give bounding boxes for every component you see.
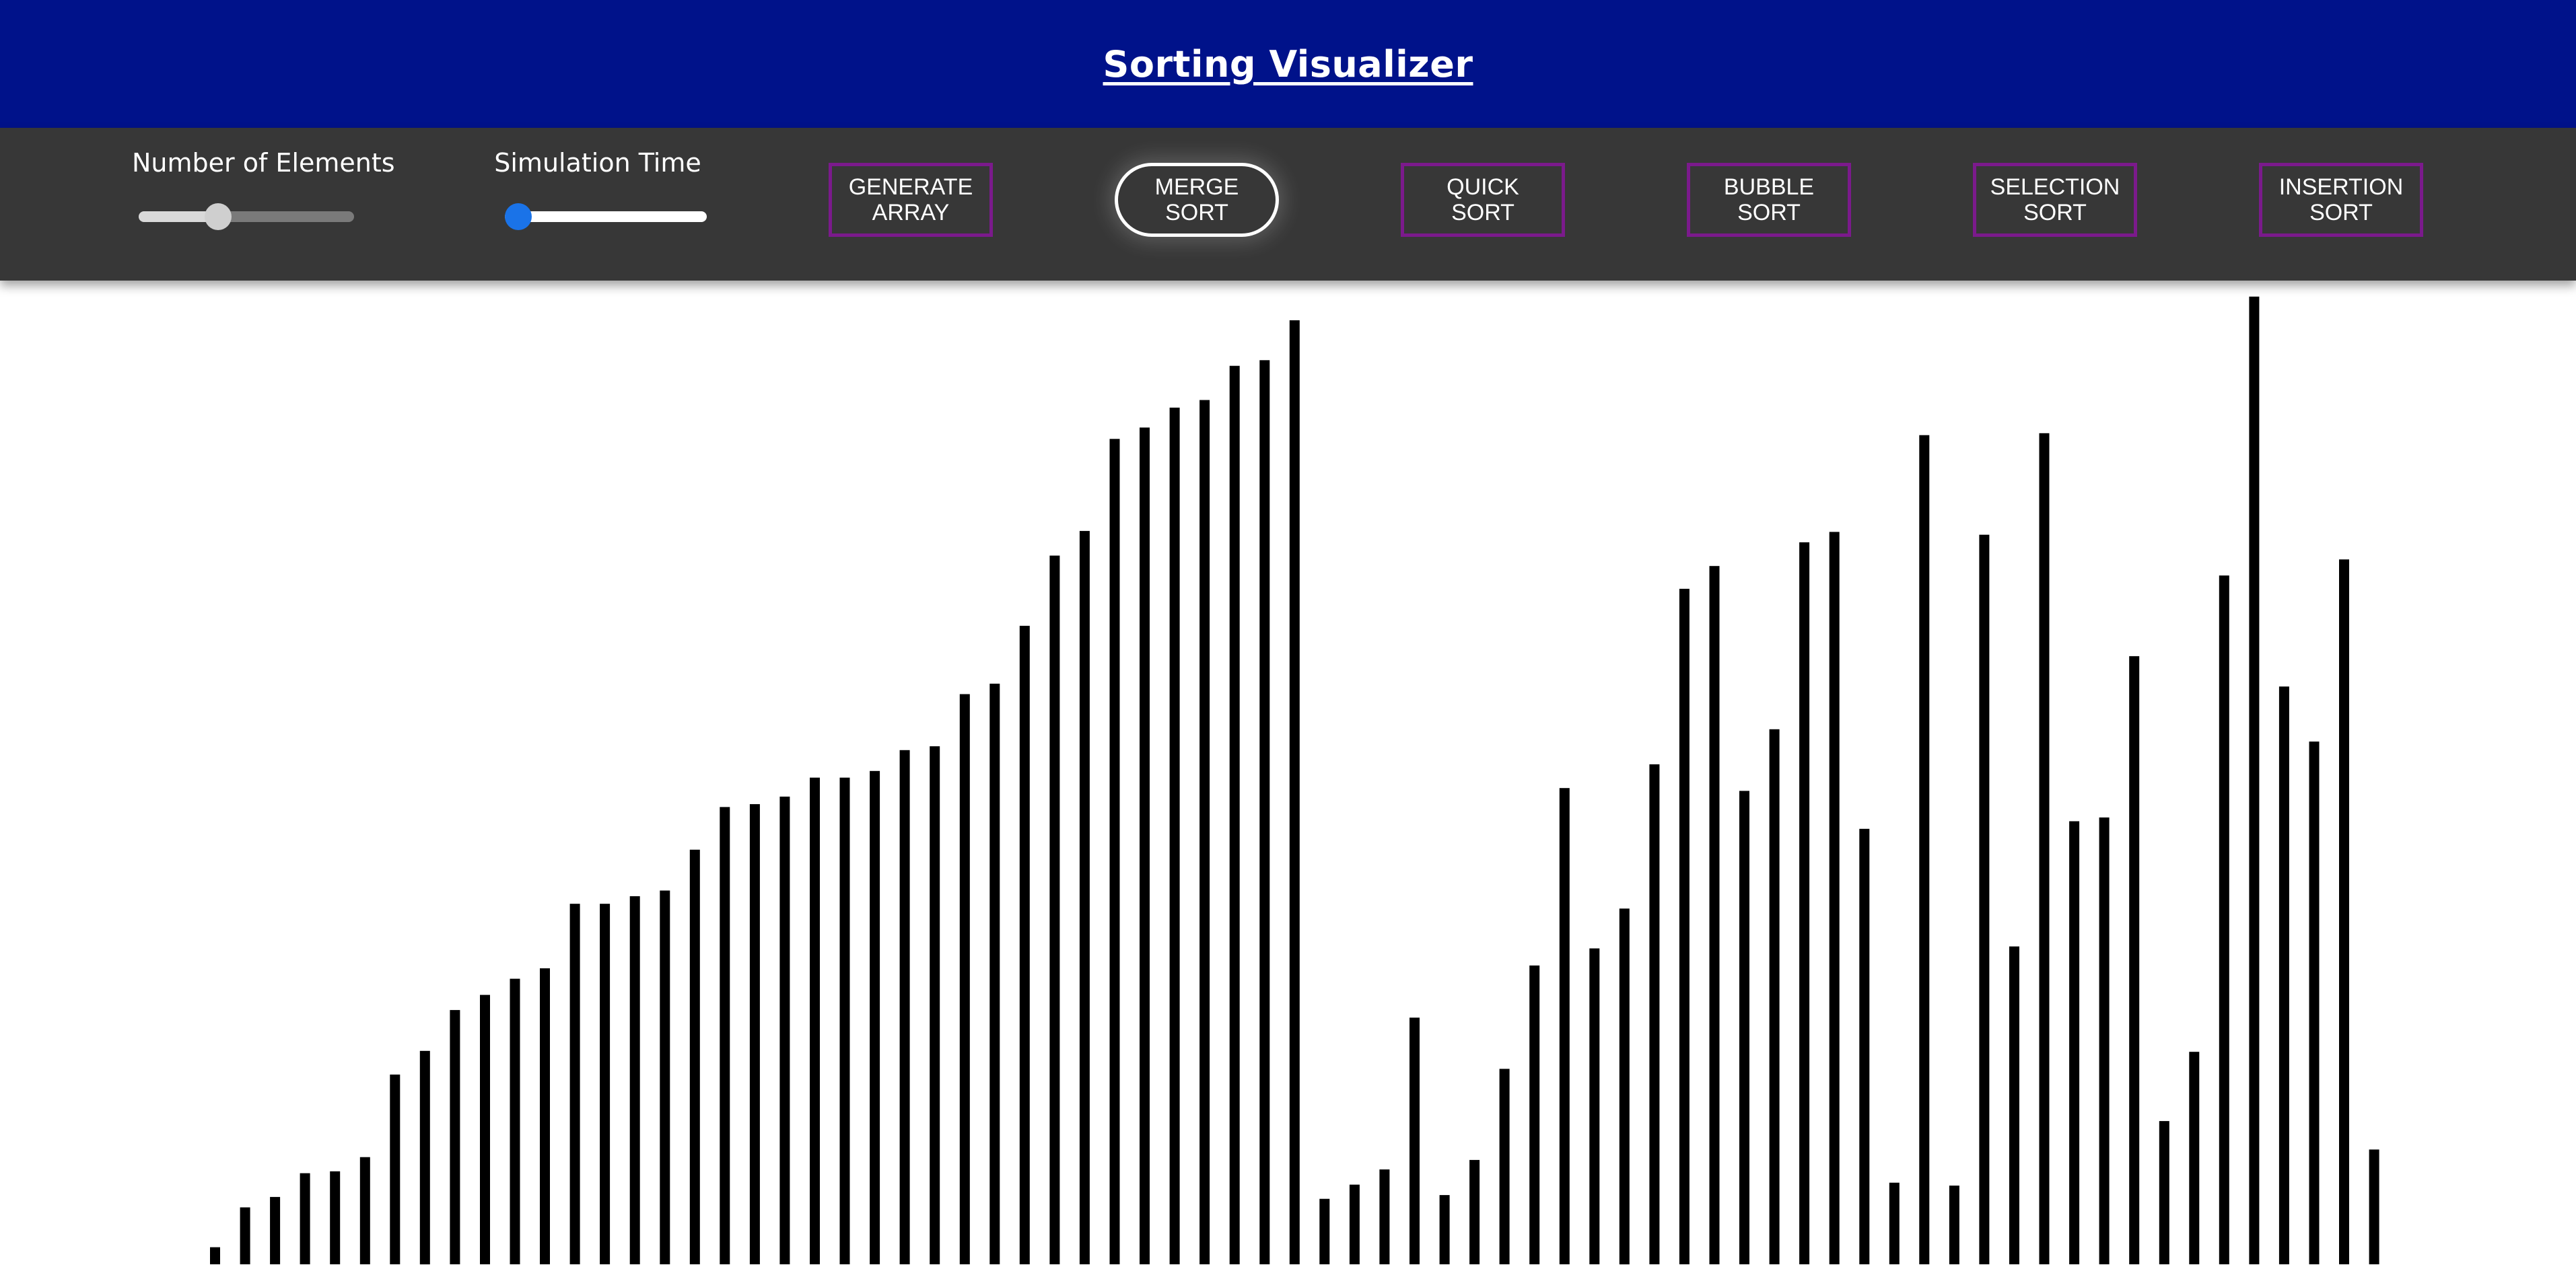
page-title: Sorting Visualizer [1103, 42, 1473, 85]
header-bar: Sorting Visualizer [0, 0, 2576, 128]
array-bar [2189, 1052, 2200, 1264]
array-bar [989, 684, 1000, 1264]
toolbar: Number of Elements Simulation Time GENER… [0, 128, 2576, 281]
array-bar [779, 796, 790, 1264]
array-bar [959, 694, 970, 1264]
array-bar [1529, 965, 1540, 1264]
array-bar [1919, 435, 1930, 1265]
array-bar [1140, 427, 1150, 1264]
array-bar [2039, 433, 2050, 1264]
simulation-time-slider[interactable] [505, 203, 707, 230]
generate-array-button[interactable]: GENERATE ARRAY [829, 163, 993, 237]
array-bar [1679, 589, 1690, 1264]
array-bar [1019, 626, 1030, 1264]
selection-sort-button[interactable]: SELECTION SORT [1973, 163, 2137, 237]
array-bar [660, 890, 670, 1264]
array-bar [1439, 1195, 1450, 1264]
number-of-elements-slider-fill [139, 211, 219, 222]
array-bar [1079, 531, 1090, 1264]
number-of-elements-label: Number of Elements [132, 148, 395, 178]
array-bar [1949, 1186, 1959, 1264]
array-bar [419, 1050, 430, 1265]
quick-sort-button[interactable]: QUICK SORT [1401, 163, 1565, 237]
array-bar [1829, 532, 1840, 1264]
array-bar [1409, 1017, 1420, 1264]
array-bar [2159, 1121, 2169, 1264]
array-bar [1289, 320, 1300, 1264]
array-bar [1199, 400, 1210, 1264]
array-bar [2069, 821, 2080, 1264]
array-bar [1169, 407, 1180, 1264]
array-bar [1469, 1159, 1480, 1264]
array-bar [540, 968, 550, 1264]
array-bar [450, 1010, 460, 1264]
simulation-time-slider-thumb[interactable] [505, 203, 532, 230]
array-bar [569, 904, 580, 1264]
array-bar [2219, 575, 2229, 1264]
array-bar [930, 746, 940, 1264]
array-bar [1559, 788, 1570, 1264]
array-bar [810, 777, 820, 1264]
array-bar [2309, 741, 2320, 1264]
array-bar [870, 770, 880, 1264]
array-bar [839, 777, 850, 1264]
array-bar [689, 849, 700, 1264]
array-bar [2249, 296, 2260, 1264]
array-bar [359, 1157, 370, 1264]
array-bar [1889, 1182, 1900, 1264]
array-bar [1739, 791, 1749, 1264]
number-of-elements-slider[interactable] [139, 203, 354, 230]
array-bar [210, 1247, 220, 1264]
array-bars-svg [210, 296, 2379, 1265]
array-bar [2129, 656, 2140, 1264]
simulation-time-label: Simulation Time [494, 148, 701, 178]
array-bar [480, 994, 490, 1264]
array-bar [600, 904, 611, 1264]
array-bar [2278, 686, 2289, 1264]
array-bar [2009, 946, 2019, 1264]
array-bar [1109, 439, 1120, 1264]
insertion-sort-button[interactable]: INSERTION SORT [2259, 163, 2423, 237]
array-bar [1259, 360, 1270, 1264]
array-bar [1379, 1169, 1390, 1264]
array-bar [1499, 1069, 1510, 1264]
array-bar [390, 1075, 401, 1264]
array-bar [1229, 365, 1240, 1265]
array-bar [1769, 729, 1780, 1264]
bubble-sort-button[interactable]: BUBBLE SORT [1687, 163, 1851, 237]
array-bar [899, 750, 910, 1264]
array-bar [510, 978, 520, 1264]
array-bars-chart [0, 281, 2576, 1267]
array-bar [1979, 534, 1990, 1265]
array-bar [1349, 1184, 1360, 1264]
number-of-elements-control: Number of Elements [132, 148, 395, 230]
array-bar [300, 1173, 310, 1264]
array-bar [240, 1207, 250, 1264]
array-bar [330, 1171, 341, 1264]
array-bar [1619, 908, 1630, 1265]
array-bar [270, 1196, 281, 1264]
array-bar [749, 804, 760, 1264]
array-bar [2369, 1149, 2379, 1264]
array-bar [1049, 555, 1060, 1265]
array-bar [2339, 559, 2349, 1264]
array-bar [720, 807, 730, 1264]
array-bar [1709, 566, 1720, 1265]
array-bar [1799, 542, 1810, 1264]
array-bar [2099, 817, 2110, 1264]
simulation-time-control: Simulation Time [483, 148, 712, 230]
array-bar [1319, 1198, 1330, 1264]
number-of-elements-slider-thumb[interactable] [205, 203, 232, 230]
merge-sort-button[interactable]: MERGE SORT [1115, 163, 1279, 237]
array-bar [1649, 764, 1660, 1264]
array-bar [1589, 948, 1600, 1264]
array-bar [629, 896, 640, 1264]
array-bar [1859, 828, 1870, 1264]
